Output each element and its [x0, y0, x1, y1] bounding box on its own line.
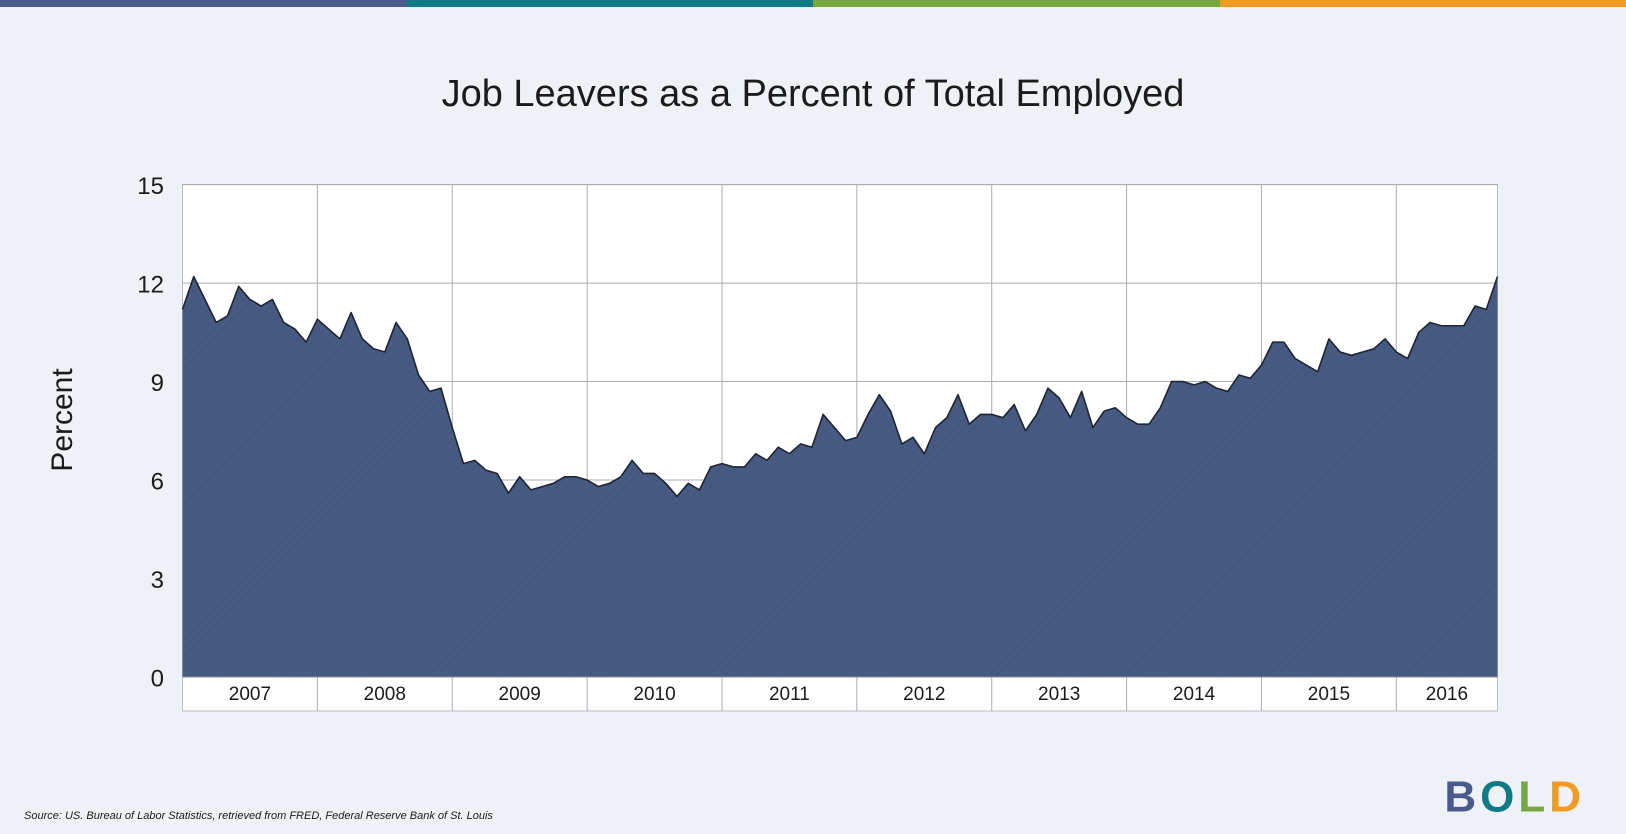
area-line — [181, 275, 1499, 498]
y-tick-label: 3 — [151, 567, 164, 594]
top-bar — [1220, 0, 1626, 7]
x-tick-label: 2016 — [1426, 684, 1468, 705]
y-tick-label: 6 — [151, 468, 164, 495]
x-tick-label: 2009 — [499, 684, 541, 705]
x-tick-label: 2007 — [229, 684, 271, 705]
y-tick-label: 9 — [151, 370, 164, 397]
y-tick-label: 15 — [137, 173, 164, 200]
source-note: Source: US. Bureau of Labor Statistics, … — [24, 810, 493, 822]
y-tick-label: 0 — [151, 665, 164, 692]
chart-title: Job Leavers as a Percent of Total Employ… — [442, 73, 1185, 115]
y-tick-label: 12 — [137, 271, 164, 298]
x-tick-label: 2014 — [1173, 684, 1216, 705]
x-tick-label: 2011 — [769, 684, 810, 705]
logo: BOLD — [1444, 773, 1585, 822]
x-tick-label: 2012 — [903, 684, 945, 705]
area-hatch — [182, 276, 1498, 677]
x-tick-label: 2015 — [1308, 684, 1350, 705]
top-bar — [813, 0, 1220, 7]
y-axis-label: Percent — [46, 368, 79, 472]
plot: 0 3 6 9 12 15 2007 2008 2009 2010 2011 2012 2013 2014… — [137, 173, 1499, 711]
x-tick-label: 2010 — [633, 684, 675, 705]
top-bar — [0, 0, 407, 7]
x-tick-label: 2013 — [1038, 684, 1080, 705]
top-bar — [407, 0, 813, 7]
x-tick-label: 2008 — [364, 684, 406, 705]
